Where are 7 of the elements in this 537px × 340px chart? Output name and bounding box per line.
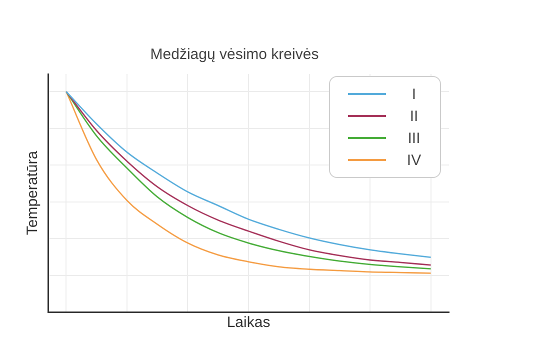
legend-label: IV: [406, 152, 422, 168]
x-axis-title: Laikas: [226, 314, 270, 332]
chart-title: Medžiagų vėsimo kreivės: [150, 46, 319, 64]
legend-label: I: [410, 86, 418, 102]
legend-label: II: [408, 108, 420, 124]
legend-label: III: [406, 130, 422, 146]
y-axis-title: Temperatūra: [24, 150, 42, 236]
